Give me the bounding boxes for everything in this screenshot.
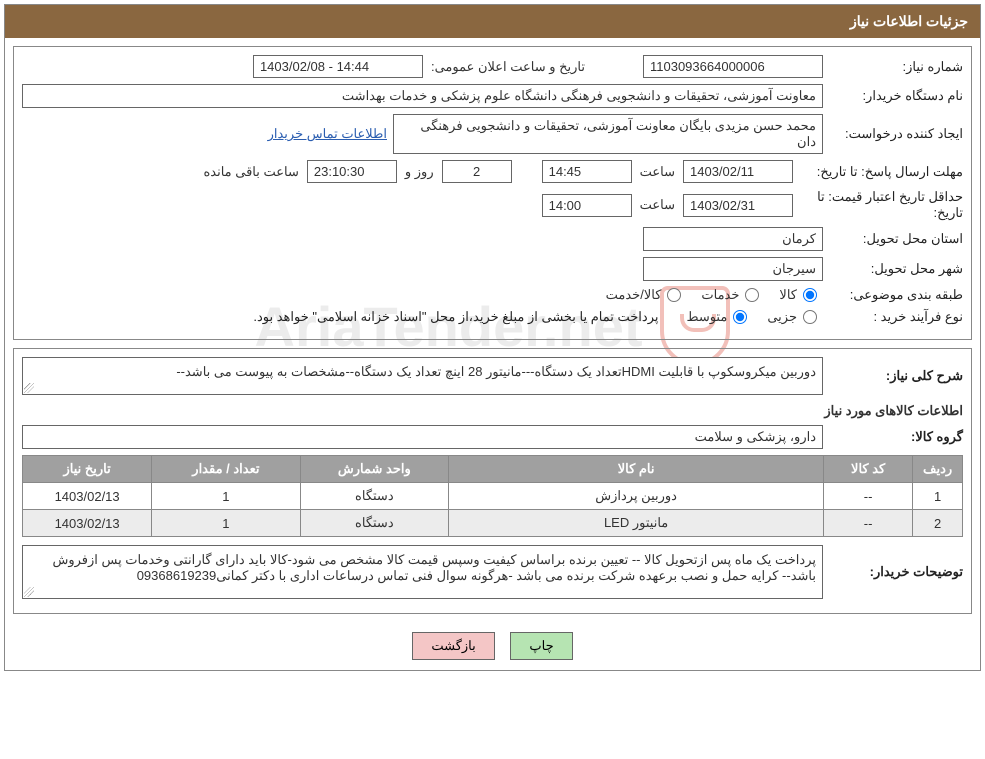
button-row: چاپ بازگشت <box>5 622 980 670</box>
field-need-no: 1103093664000006 <box>643 55 823 78</box>
label-city: شهر محل تحویل: <box>823 261 963 277</box>
field-city: سیرجان <box>643 257 823 281</box>
label-requester: ایجاد کننده درخواست: <box>823 126 963 142</box>
panel-title: جزئیات اطلاعات نیاز <box>850 13 968 29</box>
field-price-validity-hour: 14:00 <box>542 194 632 217</box>
panel-header: جزئیات اطلاعات نیاز <box>5 5 980 38</box>
field-requester: محمد حسن مزیدی بایگان معاونت آموزشی، تحق… <box>393 114 823 154</box>
field-announce: 1403/02/08 - 14:44 <box>253 55 423 78</box>
cell-idx: 1 <box>913 483 963 510</box>
cell-code: -- <box>824 510 913 537</box>
row-need-no: شماره نیاز: 1103093664000006 تاریخ و ساع… <box>22 55 963 78</box>
th-name: نام کالا <box>449 456 824 483</box>
row-province: استان محل تحویل: کرمان <box>22 227 963 251</box>
table-row: 1 -- دوربین پردازش دستگاه 1 1403/02/13 <box>23 483 963 510</box>
field-countdown: 23:10:30 <box>307 160 397 183</box>
field-price-validity-date: 1403/02/31 <box>683 194 793 217</box>
radio-pt-medium[interactable] <box>733 310 747 324</box>
label-hour-1: ساعت <box>632 164 683 180</box>
cell-qty: 1 <box>152 483 300 510</box>
cell-code: -- <box>824 483 913 510</box>
cell-unit: دستگاه <box>300 483 449 510</box>
radio-cat-kala-khadamat[interactable] <box>667 288 681 302</box>
th-code: کد کالا <box>824 456 913 483</box>
row-buyer-notes: توضیحات خریدار: پرداخت یک ماه پس ازتحویل… <box>22 545 963 599</box>
label-buyer-notes: توضیحات خریدار: <box>823 564 963 580</box>
th-unit: واحد شمارش <box>300 456 449 483</box>
purchase-note: پرداخت تمام یا بخشی از مبلغ خرید،از محل … <box>253 309 666 325</box>
label-remaining: ساعت باقی مانده <box>195 164 306 180</box>
th-qty: تعداد / مقدار <box>152 456 300 483</box>
field-province: کرمان <box>643 227 823 251</box>
row-requester: ایجاد کننده درخواست: محمد حسن مزیدی بایگ… <box>22 114 963 154</box>
th-idx: ردیف <box>913 456 963 483</box>
print-button[interactable]: چاپ <box>510 632 572 660</box>
row-category: طبقه بندی موضوعی: کالا خدمات کالا/خدمت <box>22 287 963 303</box>
link-buyer-contact[interactable]: اطلاعات تماس خریدار <box>268 126 393 142</box>
label-overall-desc: شرح کلی نیاز: <box>823 368 963 384</box>
items-subheader: اطلاعات کالاهای مورد نیاز <box>22 403 963 419</box>
cell-unit: دستگاه <box>300 510 449 537</box>
cell-name: مانیتور LED <box>449 510 824 537</box>
label-cat-kala: کالا <box>779 287 797 303</box>
resize-handle-icon[interactable] <box>24 383 34 393</box>
inner-content: شماره نیاز: 1103093664000006 تاریخ و ساع… <box>5 46 980 670</box>
label-purchase-type: نوع فرآیند خرید : <box>823 309 963 325</box>
row-city: شهر محل تحویل: سیرجان <box>22 257 963 281</box>
info-section: شماره نیاز: 1103093664000006 تاریخ و ساع… <box>13 46 972 340</box>
field-buyer-org: معاونت آموزشی، تحقیقات و دانشجویی فرهنگی… <box>22 84 823 108</box>
field-days: 2 <box>442 160 512 183</box>
resize-handle-icon[interactable] <box>24 587 34 597</box>
row-purchase-type: نوع فرآیند خرید : جزیی متوسط پرداخت تمام… <box>22 309 963 325</box>
cell-name: دوربین پردازش <box>449 483 824 510</box>
label-group: گروه کالا: <box>823 429 963 445</box>
label-hour-2: ساعت <box>632 197 683 213</box>
details-section: شرح کلی نیاز: دوربین میکروسکوپ با قابلیت… <box>13 348 972 614</box>
label-cat-khadamat: خدمات <box>701 287 739 303</box>
back-button[interactable]: بازگشت <box>412 632 494 660</box>
label-buyer-org: نام دستگاه خریدار: <box>823 88 963 104</box>
radio-cat-khadamat[interactable] <box>745 288 759 302</box>
th-date: تاریخ نیاز <box>23 456 152 483</box>
field-deadline-hour: 14:45 <box>542 160 632 183</box>
content-wrap: AriaTender.net شماره نیاز: 1103093664000… <box>5 46 980 670</box>
field-buyer-notes[interactable]: پرداخت یک ماه پس ازتحویل کالا -- تعیین ب… <box>22 545 823 599</box>
cell-date: 1403/02/13 <box>23 483 152 510</box>
label-province: استان محل تحویل: <box>823 231 963 247</box>
cell-date: 1403/02/13 <box>23 510 152 537</box>
label-deadline: مهلت ارسال پاسخ: تا تاریخ: <box>793 164 963 180</box>
outer-container: جزئیات اطلاعات نیاز AriaTender.net شماره… <box>4 4 981 671</box>
radio-cat-kala[interactable] <box>803 288 817 302</box>
cell-qty: 1 <box>152 510 300 537</box>
text-buyer-notes: پرداخت یک ماه پس ازتحویل کالا -- تعیین ب… <box>52 552 816 583</box>
table-header-row: ردیف کد کالا نام کالا واحد شمارش تعداد /… <box>23 456 963 483</box>
row-overall-desc: شرح کلی نیاز: دوربین میکروسکوپ با قابلیت… <box>22 357 963 395</box>
field-deadline-date: 1403/02/11 <box>683 160 793 183</box>
label-announce: تاریخ و ساعت اعلان عمومی: <box>423 59 593 75</box>
field-group: دارو، پزشکی و سلامت <box>22 425 823 449</box>
label-cat-kala-khadamat: کالا/خدمت <box>606 287 662 303</box>
row-price-validity: حداقل تاریخ اعتبار قیمت: تا تاریخ: 1403/… <box>22 189 963 221</box>
row-buyer-org: نام دستگاه خریدار: معاونت آموزشی، تحقیقا… <box>22 84 963 108</box>
radio-pt-small[interactable] <box>803 310 817 324</box>
label-price-validity: حداقل تاریخ اعتبار قیمت: تا تاریخ: <box>793 189 963 221</box>
table-row: 2 -- مانیتور LED دستگاه 1 1403/02/13 <box>23 510 963 537</box>
text-overall-desc: دوربین میکروسکوپ با قابلیت HDMIتعداد یک … <box>176 364 816 379</box>
items-table: ردیف کد کالا نام کالا واحد شمارش تعداد /… <box>22 455 963 537</box>
label-pt-medium: متوسط <box>686 309 727 325</box>
cell-idx: 2 <box>913 510 963 537</box>
label-need-no: شماره نیاز: <box>823 59 963 75</box>
row-group: گروه کالا: دارو، پزشکی و سلامت <box>22 425 963 449</box>
field-overall-desc[interactable]: دوربین میکروسکوپ با قابلیت HDMIتعداد یک … <box>22 357 823 395</box>
label-pt-small: جزیی <box>767 309 797 325</box>
label-days-suffix: روز و <box>397 164 442 180</box>
row-deadline: مهلت ارسال پاسخ: تا تاریخ: 1403/02/11 سا… <box>22 160 963 183</box>
label-category: طبقه بندی موضوعی: <box>823 287 963 303</box>
